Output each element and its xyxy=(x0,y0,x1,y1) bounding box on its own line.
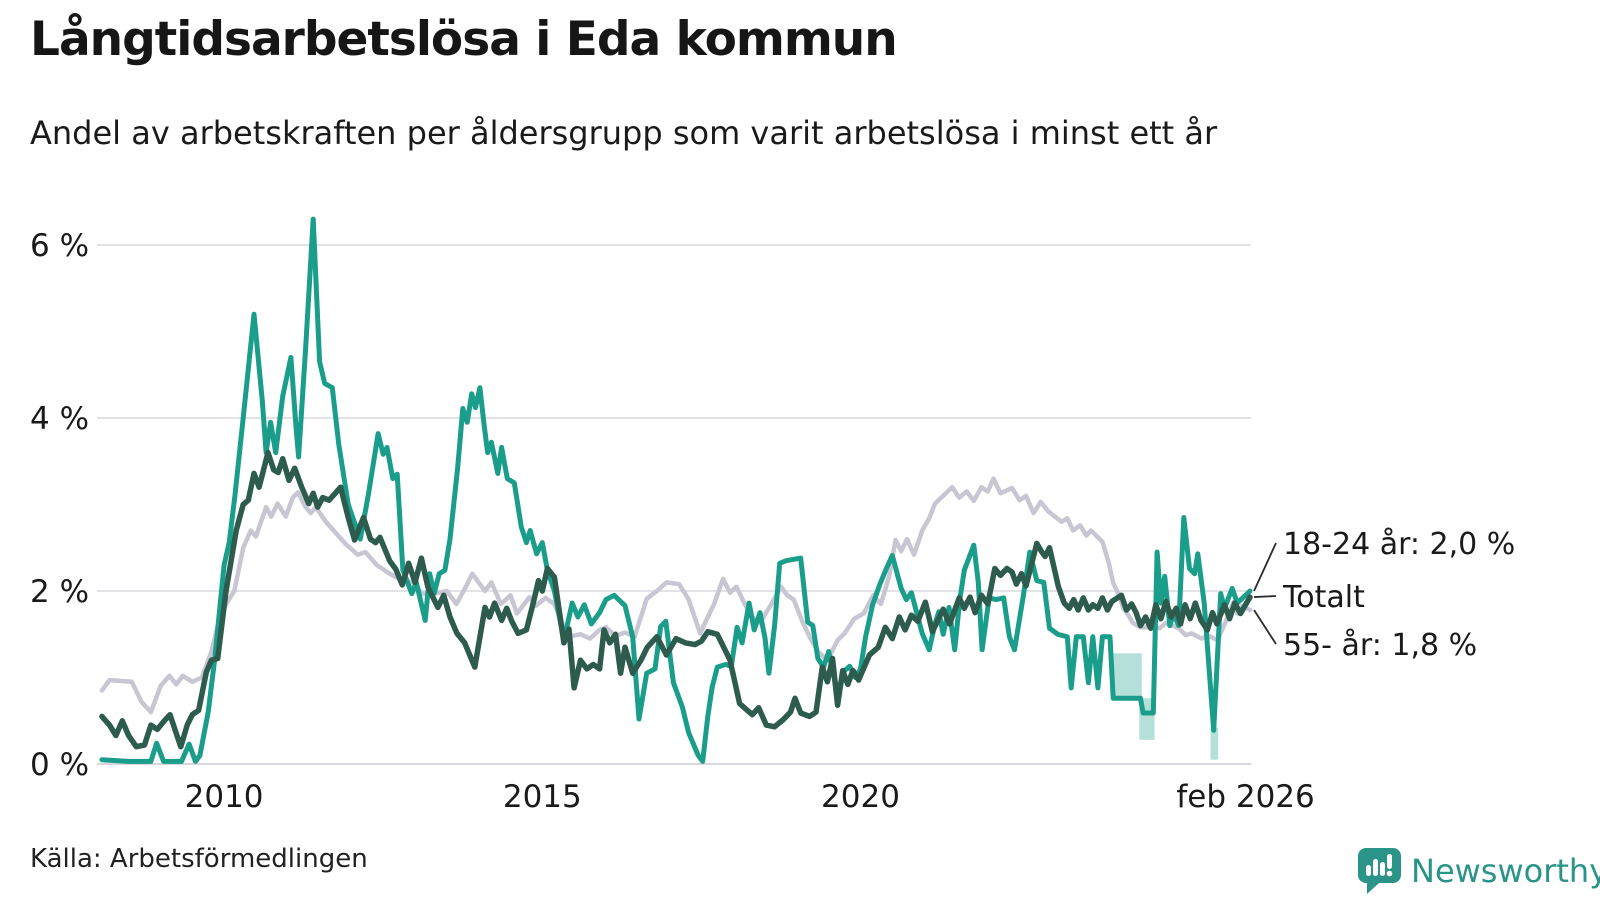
source-note: Källa: Arbetsförmedlingen xyxy=(30,844,368,874)
x-axis-tick-label: feb 2026 xyxy=(1176,779,1314,815)
series-end-label-55-ar: 55- år: 1,8 % xyxy=(1283,628,1477,663)
uncertainty-band xyxy=(1113,653,1142,699)
label-connector-18-24-ar xyxy=(1253,542,1277,592)
y-axis-tick-label: 4 % xyxy=(30,401,89,437)
newsworthy-brand: Newsworthy xyxy=(1358,848,1600,894)
series-line-totalt xyxy=(99,449,1253,750)
y-axis-tick-label: 6 % xyxy=(30,228,89,264)
series-line-18-24-ar xyxy=(99,216,1253,764)
x-axis-tick-label: 2010 xyxy=(185,779,264,815)
page-title: Långtidsarbetslösa i Eda kommun xyxy=(30,12,898,67)
y-axis-tick-label: 2 % xyxy=(30,574,89,610)
label-connector-totalt xyxy=(1253,595,1277,598)
label-connector-55-ar xyxy=(1253,609,1277,645)
series-line-55-ar xyxy=(99,476,1253,715)
page-subtitle: Andel av arbetskraften per åldersgrupp s… xyxy=(30,114,1218,152)
x-axis-tick-label: 2020 xyxy=(821,779,900,815)
brand-name: Newsworthy xyxy=(1411,852,1600,890)
y-axis-tick-label: 0 % xyxy=(30,747,89,783)
series-end-label-totalt: Totalt xyxy=(1282,580,1365,615)
uncertainty-band xyxy=(1210,727,1219,760)
x-axis-tick-label: 2015 xyxy=(503,779,582,815)
series-end-label-18-24-ar: 18-24 år: 2,0 % xyxy=(1283,527,1515,562)
newsworthy-logo-icon xyxy=(1358,848,1401,894)
